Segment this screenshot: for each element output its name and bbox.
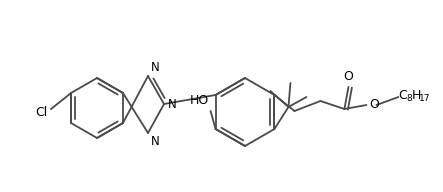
- Text: N: N: [151, 61, 160, 74]
- Text: 8: 8: [406, 94, 412, 103]
- Text: C: C: [398, 89, 407, 103]
- Text: N: N: [151, 135, 160, 148]
- Text: N: N: [168, 98, 177, 111]
- Text: 17: 17: [420, 94, 431, 103]
- Text: HO: HO: [189, 94, 209, 107]
- Text: O: O: [343, 70, 354, 83]
- Text: H: H: [412, 89, 421, 103]
- Text: Cl: Cl: [35, 107, 47, 119]
- Text: O: O: [369, 98, 379, 112]
